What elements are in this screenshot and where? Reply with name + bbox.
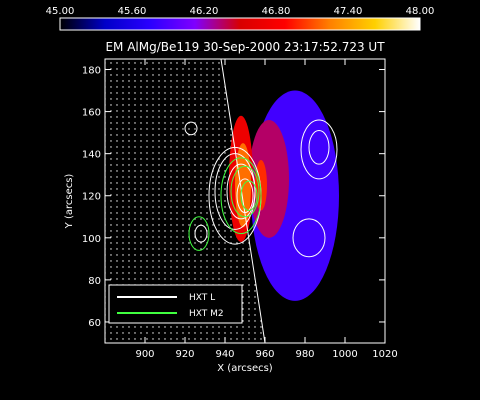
x-tick-label: 960 [255,349,274,360]
colorbar-tick-label: 46.20 [190,6,219,17]
hxt-l-contour [184,121,198,136]
legend-label: HXT L [189,293,215,303]
plot-area: 900 920 940 960 980 1000 1020 60 80 100 120 140 160… [82,58,398,360]
hxt-m2-contour [188,216,210,251]
x-axis-label: X (arcsecs) [217,363,273,374]
y-tick-label: 140 [82,150,101,161]
colorbar-tick-label: 45.00 [46,6,75,17]
y-tick-label: 160 [82,108,101,119]
y-tick-label: 180 [82,66,101,77]
y-axis-label: Y (arcsecs) [64,174,75,230]
legend: HXT L HXT M2 [108,284,243,324]
chart-title: EM AlMg/Be119 30-Sep-2000 23:17:52.723 U… [105,40,385,54]
hxt-l-contour [300,119,338,180]
x-tick-label: 920 [175,349,194,360]
y-tick-label: 120 [82,192,101,203]
x-tick-label: 1000 [332,349,357,360]
colorbar: 45.00 45.60 46.20 46.80 47.40 48.00 [46,6,435,31]
hxt-m2-contour [240,180,258,211]
hxt-l-contour [236,178,254,214]
colorbar-tick-label: 46.80 [262,6,291,17]
solar-disk-region [105,59,265,343]
plot-frame [104,58,386,344]
hxt-l-contour [226,163,256,220]
y-tick-label: 60 [88,318,101,329]
legend-label: HXT M2 [189,309,224,319]
hxt-l-contour [194,224,208,243]
x-tick-label: 940 [215,349,234,360]
solar-limb-line [220,59,266,343]
y-tick-label: 80 [88,276,101,287]
hxt-m2-contour [230,165,260,218]
colorbar-gradient [59,17,421,31]
hxt-m2-contour [220,157,262,235]
hxt-l-contour [308,130,330,165]
emission-region [249,120,289,238]
colorbar-tick-label: 47.40 [334,6,363,17]
hxt-l-contour [292,218,326,258]
x-tick-label: 900 [135,349,154,360]
colorbar-tick-label: 48.00 [406,6,435,17]
x-tick-label: 1020 [372,349,397,360]
y-tick-label: 100 [82,234,101,245]
legend-box [108,284,243,324]
x-tick-label: 980 [295,349,314,360]
colorbar-tick-label: 45.60 [118,6,147,17]
